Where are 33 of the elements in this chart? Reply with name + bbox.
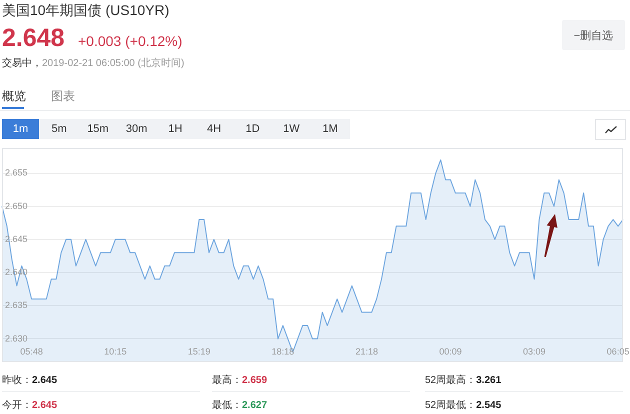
text: 2.545	[476, 400, 502, 411]
x-tick-label: 15:19	[188, 346, 210, 356]
text: 昨收：	[2, 375, 32, 386]
text: 2.645	[32, 375, 58, 386]
text: 概览	[2, 89, 26, 103]
text: 2.648	[2, 24, 65, 53]
x-tick-label: 05:48	[20, 346, 43, 356]
text: 2.645	[32, 400, 58, 411]
text: 52周最高：	[425, 375, 476, 386]
text: 最高：	[212, 375, 242, 386]
text: 2019-02-21 06:05:00 (北京时间)	[42, 58, 184, 69]
text: 2.659	[242, 375, 268, 386]
button: −删自选	[562, 20, 625, 50]
text: 图表	[51, 89, 75, 103]
y-tick-label: 2.630	[5, 333, 28, 344]
x-tick-label: 10:15	[104, 346, 127, 356]
text: 交易中，	[2, 58, 42, 69]
x-tick-label: 21:18	[355, 346, 378, 356]
text: 52周最低：	[425, 400, 476, 411]
x-tick-label: 03:09	[523, 346, 546, 356]
y-tick-label: 2.650	[5, 200, 28, 211]
y-tick-label: 2.635	[5, 300, 28, 310]
text: 3.261	[476, 375, 502, 386]
x-tick-label: 00:09	[439, 346, 462, 356]
x-tick-label: 06:05	[606, 346, 630, 356]
x-tick-label: 18:18	[272, 346, 294, 356]
text: 2.627	[242, 400, 268, 411]
text: 最低：	[212, 400, 242, 411]
text: 今开：	[2, 400, 32, 411]
text: +0.003 (+0.12%)	[78, 32, 182, 50]
period-selector: 1m 5m 15m 30m 1H 4H 1D 1W 1M	[2, 119, 350, 139]
chart-title: 美国10年期国债 (US10YR)	[2, 2, 170, 19]
y-tick-label: 2.655	[5, 168, 28, 178]
